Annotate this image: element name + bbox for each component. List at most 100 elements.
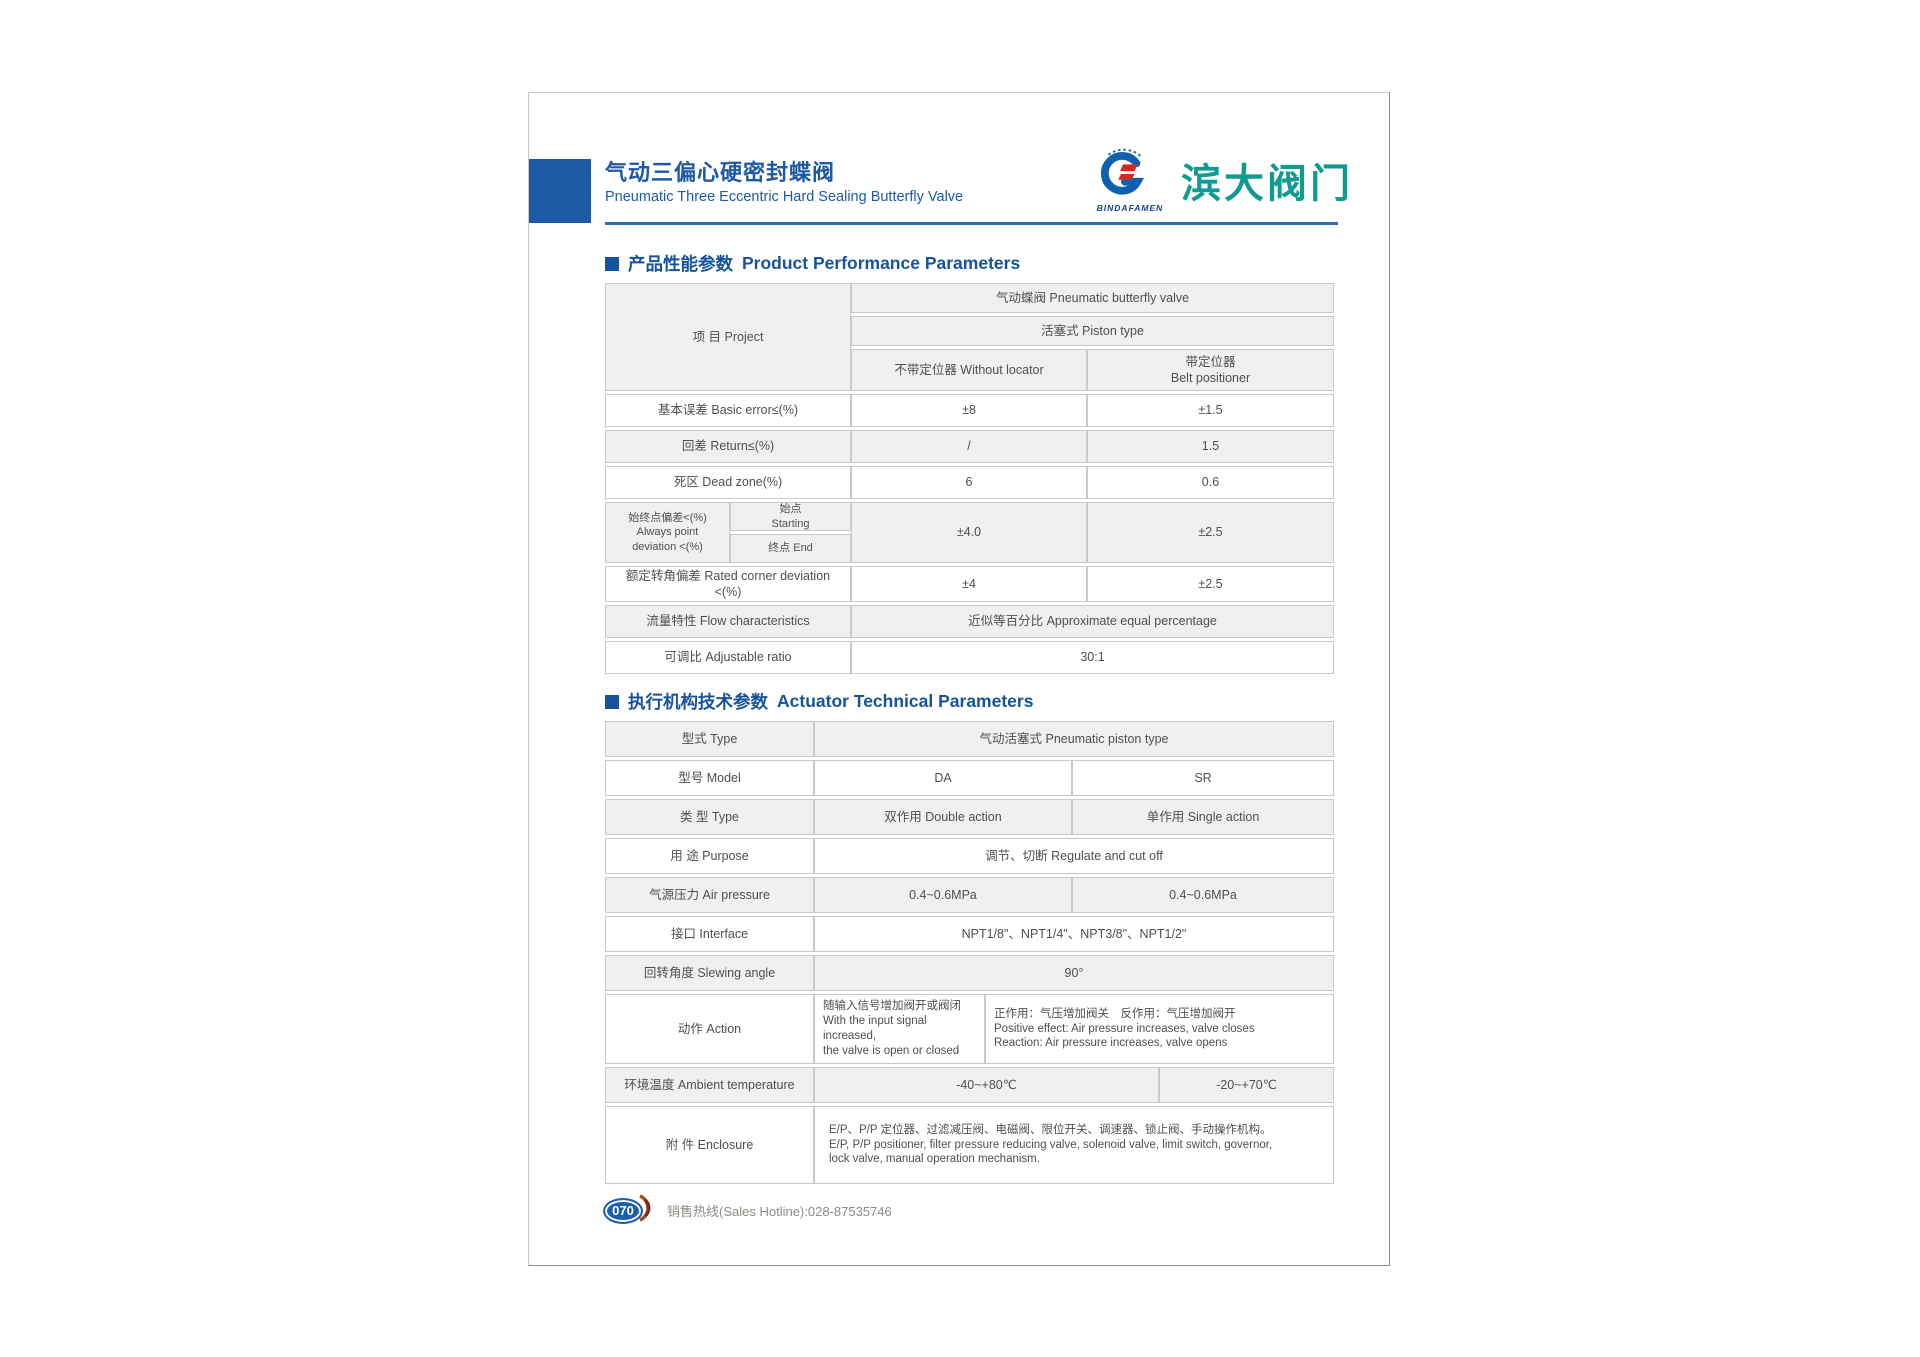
logo-wordmark: BINDAFAMEN	[1096, 203, 1164, 213]
row-label: 回差 Return≤(%)	[605, 430, 851, 463]
enclosure-value: E/P、P/P 定位器、过滤减压阀、电磁阀、限位开关、调速器、锁止阀、手动操作机…	[814, 1106, 1334, 1184]
temperature-value-1: -40~+80℃	[814, 1067, 1159, 1103]
enclosure-zh: E/P、P/P 定位器、过滤减压阀、电磁阀、限位开关、调速器、锁止阀、手动操作机…	[829, 1123, 1272, 1136]
section1-title-zh: 产品性能参数	[628, 254, 733, 274]
flow-value: 近似等百分比 Approximate equal percentage	[851, 605, 1334, 638]
model-label: 型号 Model	[605, 760, 814, 796]
header-project-cell: 项 目 Project	[605, 283, 851, 391]
deviation-value-2: ±2.5	[1087, 502, 1334, 563]
section-title-actuator: 执行机构技术参数 Actuator Technical Parameters	[605, 689, 1033, 714]
deviation-label-en2: deviation <(%)	[632, 540, 703, 553]
action-effect-zh: 正作用：气压增加阀关 反作用：气压增加阀开	[994, 1007, 1236, 1020]
section-title-performance: 产品性能参数 Product Performance Parameters	[605, 251, 1020, 276]
corner-deviation-row: 额定转角偏差 Rated corner deviation <(%) ±4 ±2…	[605, 566, 1334, 602]
row-label: 死区 Dead zone(%)	[605, 466, 851, 499]
section1-title-en: Product Performance Parameters	[742, 253, 1021, 273]
sales-hotline-text: 销售热线(Sales Hotline):028-87535746	[667, 1204, 892, 1219]
page-title-zh: 气动三偏心硬密封蝶阀	[605, 160, 836, 185]
with-positioner-zh: 带定位器	[1185, 354, 1236, 369]
type-row: 型式 Type 气动活塞式 Pneumatic piston type	[605, 721, 1334, 757]
starting-zh: 始点	[779, 503, 802, 516]
temperature-row: 环境温度 Ambient temperature -40~+80℃ -20~+7…	[605, 1067, 1334, 1103]
corner-label-line2: <(%)	[714, 585, 742, 599]
section-bullet-icon	[605, 256, 619, 271]
corner-label-line1: 额定转角偏差 Rated corner deviation	[625, 568, 831, 583]
deviation-value-1: ±4.0	[851, 502, 1087, 563]
pressure-value-1: 0.4~0.6MPa	[814, 877, 1072, 913]
section2-title-zh: 执行机构技术参数	[628, 692, 768, 712]
type-value: 气动活塞式 Pneumatic piston type	[814, 721, 1334, 757]
with-positioner-en: Belt positioner	[1170, 371, 1251, 385]
angle-label: 回转角度 Slewing angle	[605, 955, 814, 991]
class-value-2: 单作用 Single action	[1072, 799, 1334, 835]
corner-label: 额定转角偏差 Rated corner deviation <(%)	[605, 566, 851, 602]
action-effect-en1: Positive effect: Air pressure increases,…	[994, 1022, 1255, 1035]
header-valve-type-cell: 气动蝶阀 Pneumatic butterfly valve	[851, 283, 1334, 313]
action-cell-signal: 随输入信号增加阀开或阀闭 With the input signal incre…	[814, 994, 985, 1064]
deviation-label: 始终点偏差<(%) Always point deviation <(%)	[605, 502, 730, 563]
page-footer: 070 销售热线(Sales Hotline):028-87535746	[603, 1193, 892, 1228]
row-label: 基本误差 Basic error≤(%)	[605, 394, 851, 427]
enclosure-label: 附 件 Enclosure	[605, 1106, 814, 1184]
action-cell-effect: 正作用：气压增加阀关 反作用：气压增加阀开 Positive effect: A…	[985, 994, 1334, 1064]
header-piston-type-cell: 活塞式 Piston type	[851, 316, 1334, 346]
starting-en: Starting	[771, 517, 810, 530]
ratio-value: 30:1	[851, 641, 1334, 674]
class-value-1: 双作用 Double action	[814, 799, 1072, 835]
action-signal-en2: the valve is open or closed	[823, 1044, 960, 1057]
deviation-starting-cell: 始点 Starting	[730, 502, 851, 531]
angle-value: 90°	[814, 955, 1334, 991]
corner-value-2: ±2.5	[1087, 566, 1334, 602]
header-divider	[605, 222, 1338, 225]
row-value-2: 1.5	[1087, 430, 1334, 463]
actuator-table: 型式 Type 气动活塞式 Pneumatic piston type 型号 M…	[605, 721, 1334, 1184]
interface-value: NPT1/8"、NPT1/4"、NPT3/8"、NPT1/2"	[814, 916, 1334, 952]
table-row: 基本误差 Basic error≤(%) ±8 ±1.5	[605, 394, 1334, 427]
temperature-value-2: -20~+70℃	[1159, 1067, 1334, 1103]
flow-row: 流量特性 Flow characteristics 近似等百分比 Approxi…	[605, 605, 1334, 638]
type-label: 型式 Type	[605, 721, 814, 757]
pressure-label: 气源压力 Air pressure	[605, 877, 814, 913]
model-row: 型号 Model DA SR	[605, 760, 1334, 796]
ratio-label: 可调比 Adjustable ratio	[605, 641, 851, 674]
deviation-row: 始终点偏差<(%) Always point deviation <(%) 始点…	[605, 502, 1334, 563]
ratio-row: 可调比 Adjustable ratio 30:1	[605, 641, 1334, 674]
enclosure-row: 附 件 Enclosure E/P、P/P 定位器、过滤减压阀、电磁阀、限位开关…	[605, 1106, 1334, 1184]
flow-label: 流量特性 Flow characteristics	[605, 605, 851, 638]
section2-title-en: Actuator Technical Parameters	[777, 691, 1034, 711]
catalog-page: 气动三偏心硬密封蝶阀 Pneumatic Three Eccentric Har…	[528, 92, 1390, 1266]
pressure-row: 气源压力 Air pressure 0.4~0.6MPa 0.4~0.6MPa	[605, 877, 1334, 913]
header-accent-square	[529, 159, 591, 223]
table-row: 死区 Dead zone(%) 6 0.6	[605, 466, 1334, 499]
angle-row: 回转角度 Slewing angle 90°	[605, 955, 1334, 991]
interface-row: 接口 Interface NPT1/8"、NPT1/4"、NPT3/8"、NPT…	[605, 916, 1334, 952]
corner-value-1: ±4	[851, 566, 1087, 602]
class-label: 类 型 Type	[605, 799, 814, 835]
deviation-end-cell: 终点 End	[730, 534, 851, 563]
badge-swoosh-icon	[637, 1193, 657, 1228]
interface-label: 接口 Interface	[605, 916, 814, 952]
page-number-badge: 070	[603, 1197, 643, 1224]
purpose-value: 调节、切断 Regulate and cut off	[814, 838, 1334, 874]
header-without-locator-cell: 不带定位器 Without locator	[851, 349, 1087, 391]
table-row: 回差 Return≤(%) / 1.5	[605, 430, 1334, 463]
pressure-value-2: 0.4~0.6MPa	[1072, 877, 1334, 913]
page-title-en: Pneumatic Three Eccentric Hard Sealing B…	[605, 189, 964, 205]
logo-company-name: 滨大阀门	[1181, 162, 1353, 206]
deviation-label-en1: Always point	[636, 526, 699, 539]
section-bullet-icon	[605, 694, 619, 709]
model-value-2: SR	[1072, 760, 1334, 796]
logo-mark-icon	[1093, 145, 1151, 208]
purpose-row: 用 途 Purpose 调节、切断 Regulate and cut off	[605, 838, 1334, 874]
temperature-label: 环境温度 Ambient temperature	[605, 1067, 814, 1103]
table-header-band: 项 目 Project 气动蝶阀 Pneumatic butterfly val…	[605, 283, 1334, 391]
row-value-2: 0.6	[1087, 466, 1334, 499]
performance-table: 项 目 Project 气动蝶阀 Pneumatic butterfly val…	[605, 283, 1334, 674]
enclosure-en1: E/P, P/P positioner, filter pressure red…	[829, 1138, 1273, 1151]
purpose-label: 用 途 Purpose	[605, 838, 814, 874]
model-value-1: DA	[814, 760, 1072, 796]
action-row: 动作 Action 随输入信号增加阀开或阀闭 With the input si…	[605, 994, 1334, 1064]
enclosure-en2: lock valve, manual operation mechanism.	[829, 1153, 1040, 1166]
deviation-label-zh: 始终点偏差<(%)	[628, 512, 707, 525]
